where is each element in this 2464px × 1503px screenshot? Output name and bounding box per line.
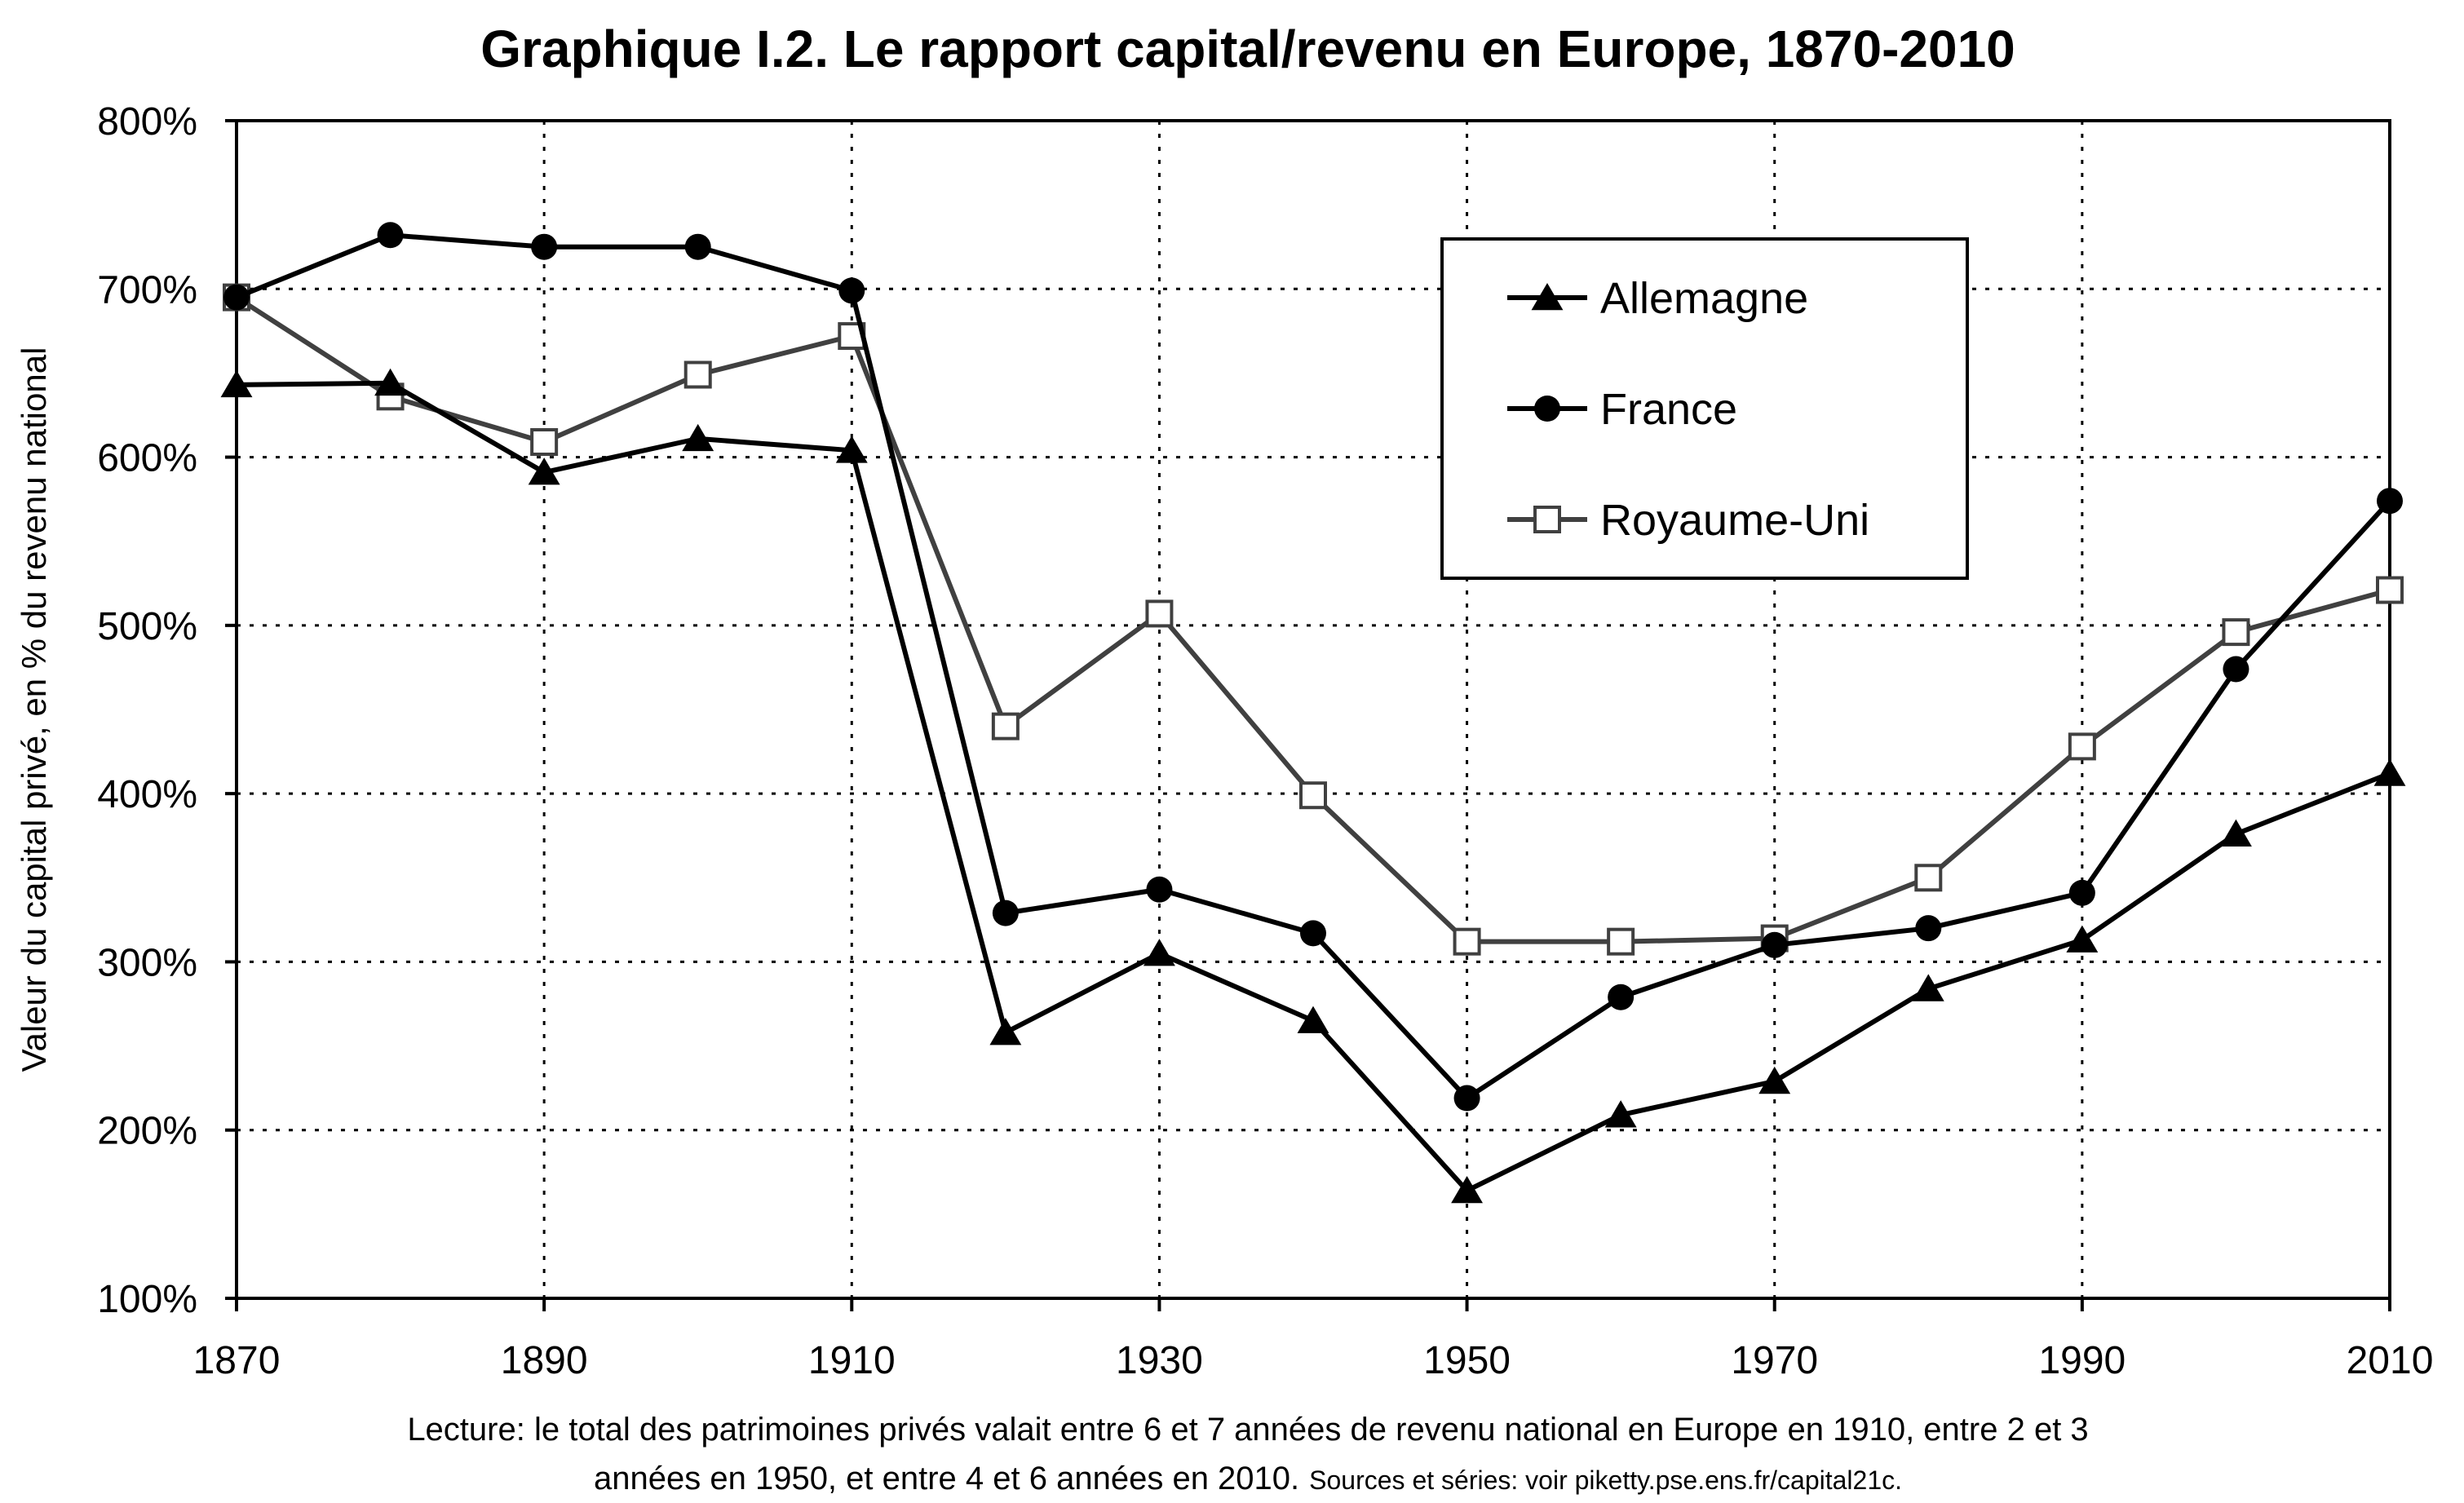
data-point-france bbox=[684, 233, 711, 260]
series-france bbox=[223, 222, 2403, 1112]
legend-item-royaume-uni: Royaume-Uni bbox=[1507, 496, 1869, 545]
data-point-royaume-uni bbox=[1145, 599, 1174, 628]
data-point-allemagne bbox=[1758, 1066, 1791, 1094]
data-point-allemagne bbox=[1604, 1100, 1637, 1128]
footnote-line2-group: années en 1950, et entre 4 et 6 années e… bbox=[594, 1461, 1902, 1496]
footnote-line1: Lecture: le total des patrimoines privés… bbox=[407, 1412, 2088, 1448]
data-point-allemagne bbox=[374, 368, 407, 396]
data-point-royaume-uni bbox=[991, 712, 1020, 740]
data-point-royaume-uni bbox=[1453, 927, 1481, 956]
y-tick-label: 400% bbox=[97, 773, 197, 816]
data-point-allemagne bbox=[220, 369, 253, 398]
x-tick-label: 1870 bbox=[193, 1339, 281, 1382]
data-point-allemagne bbox=[1297, 1006, 1329, 1033]
data-point-royaume-uni bbox=[683, 360, 712, 389]
data-point-royaume-uni bbox=[2068, 732, 2096, 761]
y-tick-label: 100% bbox=[97, 1278, 197, 1321]
data-point-allemagne bbox=[989, 1018, 1022, 1045]
data-point-france bbox=[1761, 931, 1788, 958]
series-allemagne bbox=[220, 368, 2406, 1204]
y-axis-label: Valeur du capital privé, en % du revenu … bbox=[15, 347, 53, 1072]
legend-item-france: France bbox=[1507, 385, 1737, 434]
data-point-france bbox=[531, 233, 558, 260]
data-point-royaume-uni bbox=[1607, 927, 1635, 956]
data-point-france bbox=[1608, 984, 1635, 1010]
data-point-royaume-uni bbox=[530, 428, 559, 457]
legend-item-allemagne: Allemagne bbox=[1507, 274, 1808, 323]
data-point-royaume-uni bbox=[2222, 618, 2250, 647]
data-point-france bbox=[223, 284, 250, 311]
y-tick-label: 500% bbox=[97, 605, 197, 648]
data-point-france bbox=[1915, 915, 1942, 942]
x-axis-ticks: 1870 1890 1910 1930 1950 1970 1990 2010 bbox=[193, 1298, 2434, 1382]
legend: Allemagne France Royaume-Uni bbox=[1440, 237, 1969, 580]
data-point-france bbox=[838, 277, 865, 304]
x-tick-label: 1890 bbox=[501, 1339, 588, 1382]
data-point-france bbox=[2068, 879, 2095, 906]
data-point-allemagne bbox=[835, 435, 868, 463]
legend-label-royaume-uni: Royaume-Uni bbox=[1600, 496, 1869, 545]
x-tick-label: 1910 bbox=[808, 1339, 896, 1382]
x-tick-label: 1990 bbox=[2038, 1339, 2126, 1382]
data-point-france bbox=[992, 900, 1019, 926]
footnote-sources: Sources et séries: voir piketty.pse.ens.… bbox=[1309, 1465, 1902, 1495]
data-point-france bbox=[1146, 876, 1173, 903]
data-point-france bbox=[377, 222, 404, 249]
data-point-allemagne bbox=[2373, 758, 2406, 786]
data-point-royaume-uni bbox=[2376, 576, 2404, 604]
legend-marker-france bbox=[1534, 396, 1560, 422]
plot-area-frame bbox=[235, 119, 2391, 1300]
legend-marker-royaume-uni bbox=[1533, 506, 1561, 533]
data-point-allemagne bbox=[682, 423, 714, 452]
series-layer bbox=[220, 222, 2406, 1204]
data-point-allemagne bbox=[2219, 819, 2252, 847]
data-point-france bbox=[1300, 920, 1326, 947]
data-point-allemagne bbox=[2066, 925, 2099, 953]
data-point-allemagne bbox=[1912, 974, 1944, 1001]
chart-title: Graphique I.2. Le rapport capital/revenu… bbox=[480, 20, 2015, 78]
data-point-royaume-uni bbox=[1299, 781, 1327, 810]
y-tick-label: 800% bbox=[97, 100, 197, 144]
footnote-line2: années en 1950, et entre 4 et 6 années e… bbox=[594, 1461, 1299, 1496]
y-tick-label: 200% bbox=[97, 1110, 197, 1153]
x-tick-label: 1930 bbox=[1116, 1339, 1203, 1382]
data-point-royaume-uni bbox=[1914, 864, 1943, 892]
data-point-france bbox=[1453, 1085, 1480, 1112]
legend-label-allemagne: Allemagne bbox=[1600, 274, 1808, 323]
y-tick-label: 700% bbox=[97, 268, 197, 312]
data-point-allemagne bbox=[1143, 939, 1175, 966]
x-tick-label: 2010 bbox=[2347, 1339, 2434, 1382]
data-point-allemagne bbox=[528, 458, 560, 485]
y-tick-label: 300% bbox=[97, 941, 197, 984]
y-tick-label: 600% bbox=[97, 437, 197, 480]
y-axis-ticks: 100% 200% 300% 400% 500% 600% 700% 800% bbox=[97, 100, 237, 1321]
x-tick-label: 1970 bbox=[1731, 1339, 1818, 1382]
x-tick-label: 1950 bbox=[1423, 1339, 1511, 1382]
legend-label-france: France bbox=[1600, 385, 1737, 434]
data-point-allemagne bbox=[1451, 1175, 1484, 1204]
data-point-france bbox=[2223, 656, 2249, 683]
legend-marker-allemagne bbox=[1531, 283, 1564, 311]
data-point-france bbox=[2377, 488, 2403, 515]
